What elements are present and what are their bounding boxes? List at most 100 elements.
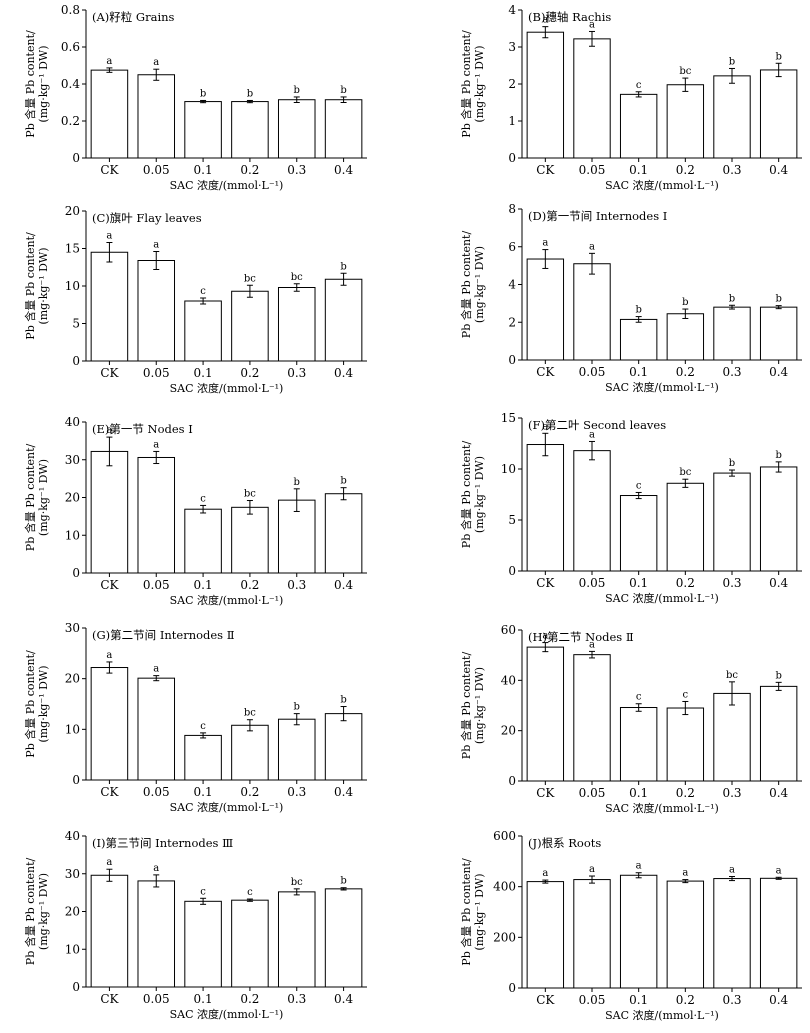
chart-panel: 0 10 20 30 40 a CK a 0.05 c 0.1 c 0.2 bc 0.3 b 0.4 (I)第三节… (23, 829, 367, 1021)
significance-label: a (106, 650, 112, 661)
y-axis-unit: (mg·kg⁻¹ DW) (473, 873, 486, 950)
bar (526, 646, 565, 782)
bar (184, 101, 222, 159)
bar (231, 506, 269, 574)
x-tick-label: 0.1 (194, 366, 213, 380)
y-tick-label: 2 (508, 77, 516, 91)
x-axis-title: SAC 浓度/(mmol·L⁻¹) (170, 381, 284, 395)
bar (713, 878, 751, 989)
x-tick-label: 0.3 (287, 366, 306, 380)
x-tick-label: 0.3 (287, 992, 306, 1006)
x-tick-label: 0.2 (676, 163, 695, 177)
y-tick-label: 20 (501, 724, 516, 738)
y-tick-label: 60 (501, 623, 516, 637)
significance-label: c (200, 493, 206, 504)
x-tick-label: 0.1 (194, 992, 213, 1006)
x-tick-label: 0.1 (629, 163, 648, 177)
bar (324, 278, 363, 362)
significance-label: a (542, 631, 548, 642)
significance-label: bc (291, 272, 303, 283)
chart-panel: 0 10 20 30 40 a CK a 0.05 c 0.1 bc 0.2 b 0.3 b 0.4 (E)第一节… (23, 415, 367, 607)
significance-label: a (153, 863, 159, 874)
y-tick-label: 20 (65, 905, 80, 919)
x-tick-label: 0.3 (722, 365, 741, 379)
y-tick-label: 5 (72, 317, 80, 331)
x-tick-label: 0.4 (334, 578, 353, 592)
y-tick-label: 0 (508, 353, 516, 367)
x-tick-label: 0.3 (287, 163, 306, 177)
bar (619, 93, 658, 159)
significance-label: a (729, 865, 735, 876)
bar (184, 300, 222, 362)
x-tick-label: CK (536, 365, 555, 379)
bar (619, 495, 658, 572)
x-tick-label: 0.4 (769, 576, 788, 590)
significance-label: bc (244, 708, 256, 719)
y-axis-title: Pb 含量 Pb content/ (459, 441, 473, 549)
significance-label: a (589, 241, 595, 252)
bar (526, 444, 565, 572)
x-tick-label: 0.2 (240, 163, 259, 177)
x-tick-label: 0.2 (676, 786, 695, 800)
x-tick-label: 0.1 (194, 578, 213, 592)
panel-title: (C)旗叶 Flay leaves (92, 211, 202, 225)
bar (184, 508, 222, 574)
x-tick-label: 0.1 (194, 163, 213, 177)
y-tick-label: 40 (65, 415, 80, 429)
significance-label: c (200, 721, 206, 732)
y-tick-label: 30 (65, 621, 80, 635)
y-tick-label: 8 (508, 202, 516, 216)
significance-label: a (106, 857, 112, 868)
x-tick-label: 0.1 (629, 786, 648, 800)
bar (759, 306, 798, 361)
significance-label: b (775, 294, 781, 305)
bar (713, 75, 751, 159)
x-tick-label: 0.2 (240, 366, 259, 380)
y-tick-label: 40 (65, 829, 80, 843)
chart-panel: 0 20 40 60 a CK a 0.05 c 0.1 c 0.2 bc 0.3 b 0.4 (H)第二节 N… (459, 623, 802, 815)
panel-title: (I)第三节间 Internodes Ⅲ (92, 836, 233, 850)
significance-label: a (589, 429, 595, 440)
x-tick-label: 0.2 (676, 576, 695, 590)
x-tick-label: 0.05 (579, 365, 606, 379)
y-tick-label: 5 (508, 513, 516, 527)
x-tick-label: 0.4 (334, 992, 353, 1006)
bar (666, 84, 705, 159)
significance-label: a (776, 865, 782, 876)
bar (184, 734, 222, 781)
y-axis-unit: (mg·kg⁻¹ DW) (473, 667, 486, 744)
significance-label: b (729, 293, 735, 304)
chart-panel: 0 0.2 0.4 0.6 0.8 a CK a 0.05 b 0.1 b 0.2 b 0.3 b 0.4 (A)… (23, 3, 367, 192)
y-tick-label: 0 (72, 354, 80, 368)
panel-title: (G)第二节间 Internodes Ⅱ (92, 628, 235, 642)
chart-panel: 0 5 10 15 a CK a 0.05 c 0.1 bc 0.2 b 0.3 b 0.4 (F)第二叶 Se… (459, 411, 802, 605)
y-tick-label: 0.2 (61, 114, 80, 128)
chart-panel: 0 10 20 30 a CK a 0.05 c 0.1 bc 0.2 b 0.3 b 0.4 (G)第二节间 … (23, 621, 367, 814)
bar (137, 677, 176, 781)
significance-label: b (247, 88, 253, 99)
significance-label: b (340, 876, 346, 887)
y-axis-unit: (mg·kg⁻¹ DW) (37, 247, 50, 324)
bar (137, 260, 176, 362)
bar (619, 874, 658, 989)
y-tick-label: 6 (508, 240, 516, 254)
bar (231, 724, 269, 781)
y-tick-label: 4 (508, 278, 516, 292)
x-axis-title: SAC 浓度/(mmol·L⁻¹) (605, 801, 719, 815)
x-tick-label: 0.4 (334, 163, 353, 177)
significance-label: b (775, 670, 781, 681)
significance-label: a (542, 15, 548, 26)
bar (324, 713, 363, 781)
bar (137, 456, 176, 574)
y-tick-label: 0.8 (61, 3, 80, 17)
x-tick-label: 0.3 (722, 163, 741, 177)
x-axis-title: SAC 浓度/(mmol·L⁻¹) (605, 591, 719, 605)
y-tick-label: 0 (72, 151, 80, 165)
y-tick-label: 0 (72, 566, 80, 580)
panel-title: (A)籽粒 Grains (92, 10, 175, 24)
y-tick-label: 0 (72, 980, 80, 994)
x-tick-label: 0.2 (240, 785, 259, 799)
panel-title: (E)第一节 Nodes Ⅰ (92, 422, 193, 436)
y-tick-label: 10 (65, 528, 80, 542)
significance-label: a (153, 439, 159, 450)
